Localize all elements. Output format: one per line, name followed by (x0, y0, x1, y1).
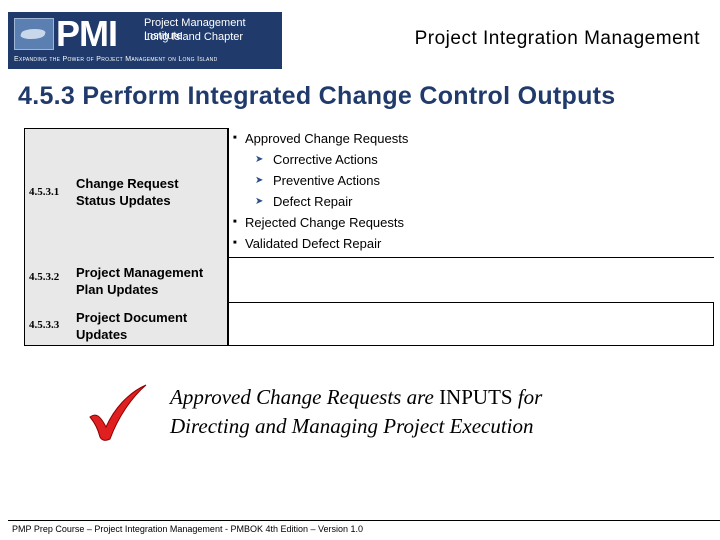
note-italic-part1: Approved Change Requests are (170, 385, 434, 409)
logo-tagline: Expanding the Power of Project Managemen… (14, 56, 218, 63)
plan-updates-cell (228, 258, 714, 303)
note-line1: Approved Change Requests are INPUTS for (170, 383, 542, 412)
row-title-line1: Project Document (76, 310, 188, 325)
note-italic-line2: Directing and Managing Project Execution (170, 414, 534, 438)
row-title: Project Management Plan Updates (76, 264, 203, 298)
logo-pmi-text: PMI (56, 13, 118, 54)
note-line2: Directing and Managing Project Execution (170, 412, 542, 441)
row-title-line2: Plan Updates (76, 282, 159, 297)
section-title: Project Integration Management (414, 28, 700, 49)
arrow-bullet-icon: ➤ (255, 196, 264, 207)
arrow-bullet-icon: ➤ (255, 175, 264, 186)
row-title-line2: Updates (76, 327, 128, 342)
sub-bullet-corrective: Corrective Actions (273, 152, 378, 167)
sub-bullet-preventive: Preventive Actions (273, 173, 380, 188)
inputs-note: Approved Change Requests are INPUTS for … (170, 383, 542, 441)
header-divider (8, 67, 282, 69)
bullet-approved: Approved Change Requests (245, 131, 409, 146)
row-title: Change Request Status Updates (76, 175, 179, 209)
page-title: 4.5.3 Perform Integrated Change Control … (18, 82, 616, 110)
row-number: 4.5.3.1 (29, 186, 60, 198)
note-italic-part3: for (517, 385, 543, 409)
logo-line2: Long Island Chapter (144, 31, 244, 43)
globe-icon (14, 18, 54, 50)
change-request-details-cell: ■ Approved Change Requests ➤ Corrective … (228, 128, 714, 258)
row-number: 4.5.3.2 (29, 271, 60, 283)
row-number: 4.5.3.3 (29, 319, 60, 331)
row-title-line2: Status Updates (76, 193, 171, 208)
pmi-logo: PMI Project Management Institute Long Is… (8, 12, 282, 67)
bullet-dot-icon: ■ (233, 135, 237, 141)
outputs-label-column: 4.5.3.1 Change Request Status Updates 4.… (24, 128, 228, 346)
note-emphasis: INPUTS (439, 385, 513, 409)
row-title-line1: Project Management (76, 265, 204, 280)
outputs-table: 4.5.3.1 Change Request Status Updates 4.… (24, 128, 714, 346)
sub-bullet-defect: Defect Repair (273, 194, 353, 209)
row-title-line1: Change Request (76, 176, 179, 191)
bullet-rejected: Rejected Change Requests (245, 215, 404, 230)
footer-divider (8, 520, 720, 521)
row-title: Project Document Updates (76, 309, 187, 343)
document-updates-cell (228, 303, 714, 346)
arrow-bullet-icon: ➤ (255, 154, 264, 165)
bullet-dot-icon: ■ (233, 219, 237, 225)
bullet-dot-icon: ■ (233, 240, 237, 246)
footer-text: PMP Prep Course – Project Integration Ma… (12, 524, 364, 534)
logo-line1: Project Management Institute (144, 17, 246, 42)
bullet-validated: Validated Defect Repair (245, 236, 382, 251)
checkmark-icon (89, 384, 147, 441)
